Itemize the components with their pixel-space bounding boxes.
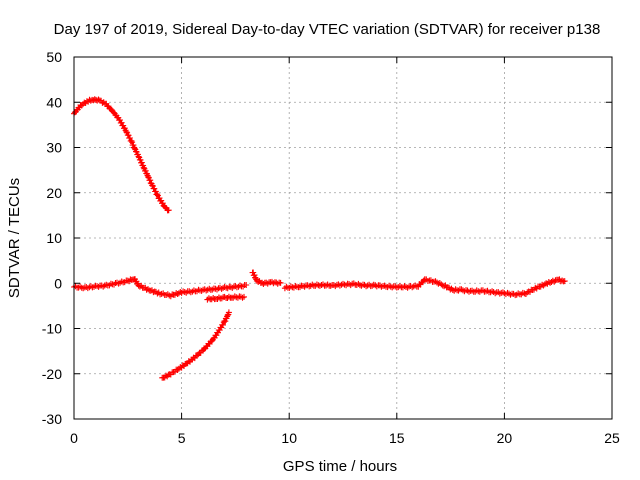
y-tick-label: 50 <box>46 49 62 65</box>
point-markers <box>522 276 568 297</box>
y-tick-label: 30 <box>46 140 62 156</box>
series-near-zero-a <box>71 276 250 300</box>
y-tick-label: 20 <box>46 185 62 201</box>
series-near-zero-b <box>204 293 247 303</box>
point-markers <box>159 309 232 381</box>
x-tick-label: 25 <box>604 430 620 446</box>
axis-ticks: 0 5 10 15 20 25 -30 -20 -10 0 10 20 30 40 50 <box>42 49 620 446</box>
y-tick-label: -30 <box>42 411 62 427</box>
point-markers <box>71 96 172 214</box>
x-tick-label: 20 <box>497 430 513 446</box>
series-arc-rising-high <box>71 96 172 214</box>
x-tick-label: 10 <box>281 430 297 446</box>
y-tick-label: -20 <box>42 366 62 382</box>
point-markers <box>281 276 529 299</box>
grid <box>74 57 612 419</box>
x-axis-label: GPS time / hours <box>283 458 397 475</box>
chart-title: Day 197 of 2019, Sidereal Day-to-day VTE… <box>54 21 601 38</box>
data-points <box>71 96 568 381</box>
series-near-zero-c <box>249 269 284 287</box>
series-near-zero-d <box>281 276 529 299</box>
x-tick-label: 0 <box>70 430 78 446</box>
x-tick-label: 15 <box>389 430 405 446</box>
point-markers <box>71 276 250 300</box>
y-tick-label: 10 <box>46 230 62 246</box>
point-markers <box>204 293 247 303</box>
x-tick-label: 5 <box>178 430 186 446</box>
y-tick-label: 40 <box>46 94 62 110</box>
y-axis-label: SDTVAR / TECUs <box>6 178 23 298</box>
series-arc-rising-low <box>159 309 232 381</box>
y-tick-label: -10 <box>42 321 62 337</box>
y-tick-label: 0 <box>54 275 62 291</box>
series-near-zero-e <box>522 276 568 297</box>
point-markers <box>249 269 284 287</box>
